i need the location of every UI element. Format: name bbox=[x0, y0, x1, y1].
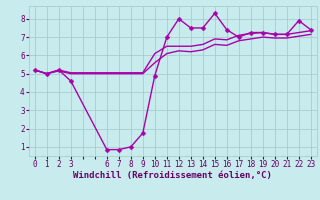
X-axis label: Windchill (Refroidissement éolien,°C): Windchill (Refroidissement éolien,°C) bbox=[73, 171, 272, 180]
